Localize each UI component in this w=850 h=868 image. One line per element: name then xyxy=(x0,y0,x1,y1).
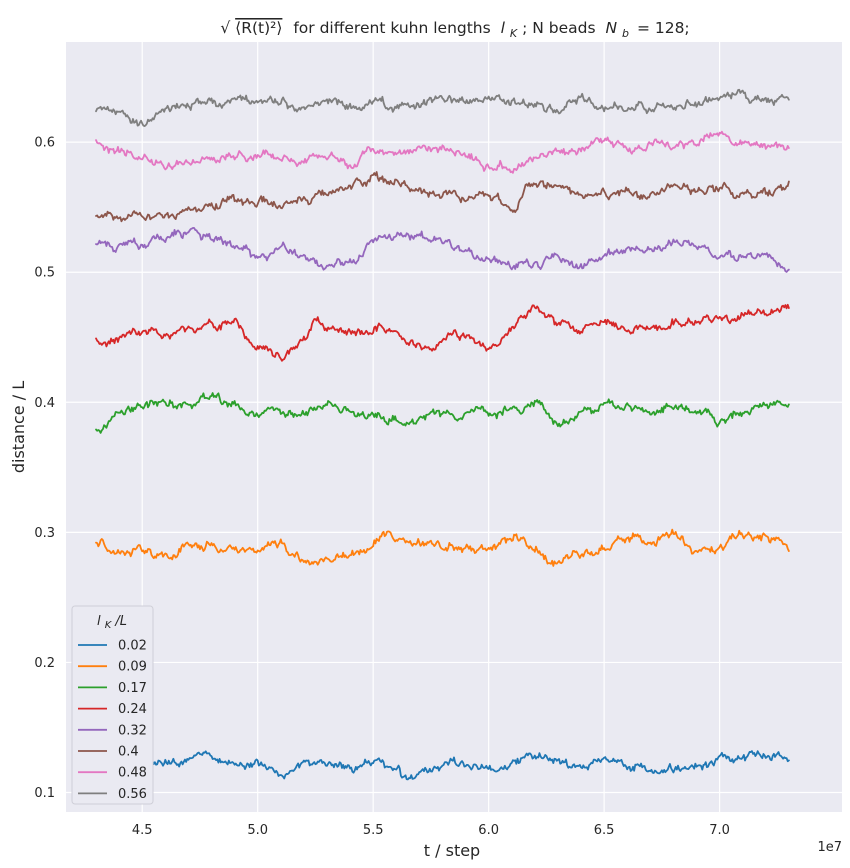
legend-label: 0.17 xyxy=(118,681,147,696)
series-line xyxy=(95,88,790,127)
plot-area xyxy=(66,42,842,812)
series-line xyxy=(95,392,790,434)
legend-label: 0.4 xyxy=(118,745,139,760)
x-axis-offset-label: 1e7 xyxy=(817,840,842,855)
title-lk-subscript: K xyxy=(510,27,518,40)
legend-entries: 0.02 0.09 0.17 0.24 0.32 0.4 0.48 0.56 xyxy=(78,639,147,802)
y-tick-label: 0.2 xyxy=(34,656,55,671)
x-tick-labels: 4.5 5.0 5.5 6.0 6.5 7.0 xyxy=(132,823,730,838)
y-tick-label: 0.3 xyxy=(34,526,55,541)
x-tick-label: 7.0 xyxy=(709,823,730,838)
y-tick-label: 0.1 xyxy=(34,786,55,801)
legend: l K /L 0.02 0.09 0.17 0.24 0.32 0.4 0.48 0.56 xyxy=(71,605,154,805)
legend-label: 0.48 xyxy=(118,766,147,781)
x-axis-label: t / step xyxy=(424,841,480,860)
y-tick-label: 0.4 xyxy=(34,396,55,411)
series-line xyxy=(95,750,790,781)
grid-lines xyxy=(66,42,842,812)
legend-title: l K /L xyxy=(97,614,127,632)
title-sqrt-expr: ⟨R(t)²⟩ xyxy=(235,19,282,37)
series-lines xyxy=(95,88,790,781)
series-line xyxy=(95,171,790,223)
title-text-end: = 128; xyxy=(637,19,690,37)
legend-box xyxy=(71,605,154,805)
legend-title-subscript: K xyxy=(105,620,113,631)
x-tick-label: 5.5 xyxy=(363,823,384,838)
legend-label: 0.32 xyxy=(118,723,147,738)
y-tick-labels: 0.1 0.2 0.3 0.4 0.5 0.6 xyxy=(34,136,55,801)
chart-title: √ ⟨R(t)²⟩ for different kuhn lengths l K… xyxy=(220,19,689,41)
series-line xyxy=(95,303,790,362)
title-nb-symbol: N xyxy=(605,19,617,37)
series-line xyxy=(95,130,790,174)
x-tick-label: 5.0 xyxy=(247,823,268,838)
title-nb-subscript: b xyxy=(622,27,629,40)
x-tick-label: 6.0 xyxy=(478,823,499,838)
legend-label: 0.24 xyxy=(118,702,147,717)
title-lk-symbol: l xyxy=(501,19,506,37)
legend-label: 0.02 xyxy=(118,639,147,654)
title-text-mid: for different kuhn lengths xyxy=(293,19,490,37)
x-tick-label: 6.5 xyxy=(594,823,615,838)
y-tick-label: 0.6 xyxy=(34,136,55,151)
legend-label: 0.09 xyxy=(118,660,147,675)
legend-label: 0.56 xyxy=(118,787,147,802)
y-tick-label: 0.5 xyxy=(34,266,55,281)
legend-title-symbol: l xyxy=(97,614,101,629)
legend-title-tail: /L xyxy=(114,614,127,629)
y-axis-label: distance / L xyxy=(9,381,28,473)
title-sqrt-sign: √ xyxy=(220,19,230,37)
series-line xyxy=(95,226,790,273)
series-line xyxy=(95,528,790,567)
x-tick-label: 4.5 xyxy=(132,823,153,838)
title-text-after-lk: ; N beads xyxy=(522,19,595,37)
